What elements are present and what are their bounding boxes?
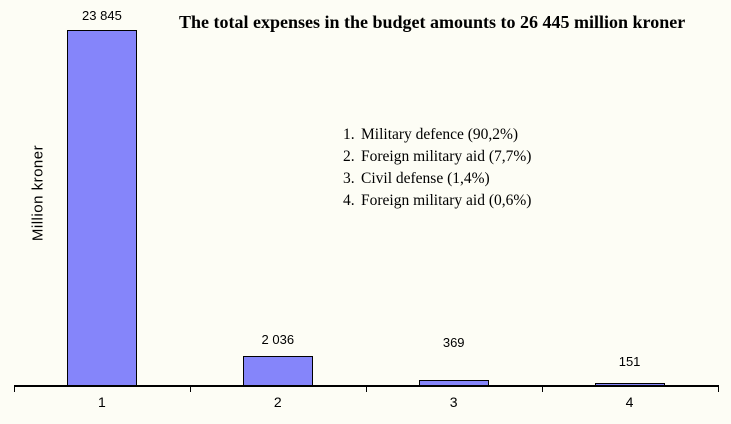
bar-2 — [242, 356, 313, 386]
legend-item-label: Military defence (90,2%) — [361, 126, 519, 143]
x-tick-label: 1 — [98, 394, 106, 410]
legend-item-label: Civil defense (1,4%) — [361, 170, 490, 187]
x-axis-tick — [14, 385, 15, 392]
x-axis-tick — [365, 385, 367, 392]
x-axis-tick — [541, 385, 543, 392]
x-tick-label: 2 — [273, 394, 282, 410]
x-tick-label: 3 — [449, 394, 458, 410]
chart-title: The total expenses in the budget amounts… — [179, 12, 686, 32]
legend-item: 1. Military defence (90,2%) — [343, 124, 531, 146]
legend-item: 2. Foreign military aid (7,7%) — [343, 146, 531, 168]
legend-item-index: 1. — [343, 126, 355, 143]
bar-value-label: 23 845 — [82, 8, 122, 23]
bar-value-label: 2 036 — [261, 332, 295, 347]
chart-legend: 1. Military defence (90,2%) 2. Foreign m… — [343, 124, 531, 212]
bar-3 — [418, 380, 489, 386]
bar-4 — [594, 383, 665, 386]
bar-1 — [66, 30, 137, 386]
legend-item-label: Foreign military aid (0,6%) — [361, 192, 532, 209]
bar-value-label: 151 — [618, 354, 641, 369]
bar-value-label: 369 — [442, 335, 465, 350]
legend-item-index: 4. — [343, 192, 355, 209]
legend-item: 3. Civil defense (1,4%) — [343, 168, 531, 190]
x-axis-tick — [717, 385, 719, 392]
legend-item-index: 2. — [343, 148, 355, 165]
legend-item-label: Foreign military aid (7,7%) — [361, 148, 532, 165]
x-axis-tick — [189, 385, 191, 392]
legend-item-index: 3. — [343, 170, 355, 187]
y-axis-label: Million kroner — [29, 144, 47, 242]
x-tick-label: 4 — [625, 394, 634, 410]
legend-item: 4. Foreign military aid (0,6%) — [343, 190, 531, 212]
